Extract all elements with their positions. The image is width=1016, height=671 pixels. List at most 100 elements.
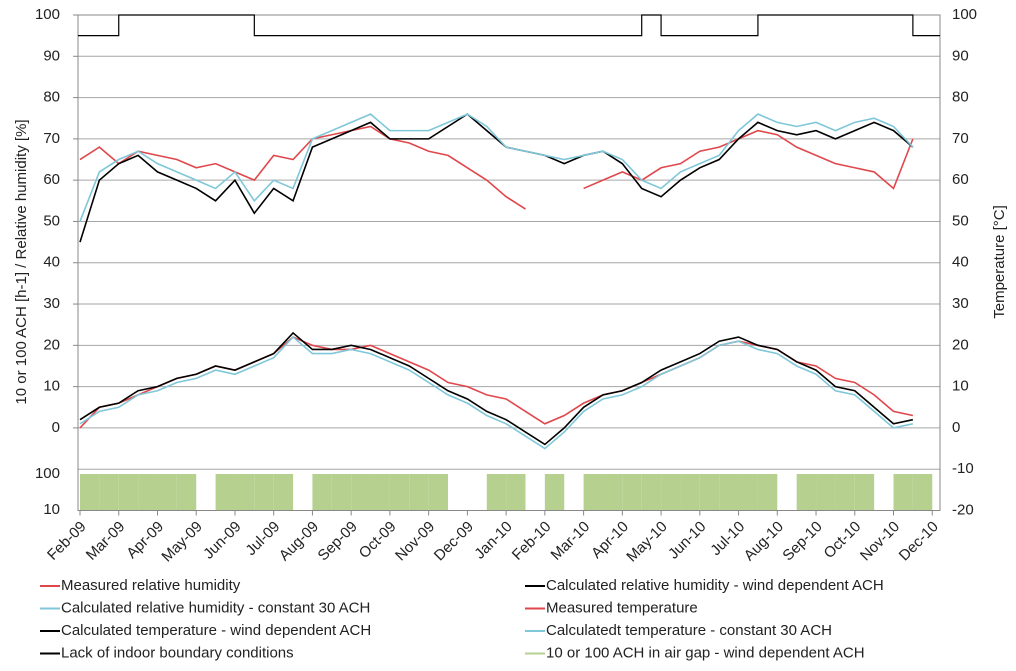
ach-bar	[370, 474, 390, 510]
x-tick-label: Feb-09	[44, 518, 90, 564]
y-tick-label: 60	[43, 171, 60, 188]
legend-label: Calculatedt temperature - constant 30 AC…	[546, 622, 832, 639]
ach-bar	[254, 474, 274, 510]
x-tick-label: Mar-09	[83, 518, 129, 564]
ach-bar	[351, 474, 371, 510]
series-line	[79, 331, 914, 446]
y-tick-label: 40	[43, 254, 60, 271]
ach-bar	[215, 474, 235, 510]
y2-tick-label: 100	[952, 6, 977, 23]
ach-bar	[389, 474, 410, 510]
x-tick-label: Sep-09	[315, 518, 361, 564]
x-tick-label: Sep-10	[779, 518, 825, 564]
y2-tick-label: -10	[952, 460, 974, 477]
ach-bar	[176, 474, 197, 510]
y-tick-label: 10	[43, 378, 60, 395]
y2-tick-label: 20	[952, 336, 969, 353]
y2-tick-label: -20	[952, 501, 974, 518]
x-tick-label: Feb-10	[509, 518, 555, 564]
ach-bar	[138, 474, 158, 510]
series-line	[79, 125, 526, 210]
ach-bar	[583, 474, 603, 510]
legend-label: Calculated temperature - wind dependent …	[61, 622, 371, 639]
ach-tick-label: 100	[35, 465, 60, 482]
series-step	[78, 14, 940, 37]
ach-bar	[428, 474, 449, 510]
ach-bar	[816, 474, 836, 510]
y-tick-label: 20	[43, 336, 60, 353]
series-line	[79, 336, 914, 429]
y-tick-label: 90	[43, 47, 60, 64]
ach-bar	[544, 474, 565, 510]
ach-bar	[757, 474, 778, 510]
ach-bar	[80, 474, 100, 510]
legend-label: Calculated relative humidity - constant …	[61, 599, 370, 616]
legend-label: Measured temperature	[546, 599, 698, 616]
plot-frame	[77, 14, 941, 511]
x-tick-label: Nov-10	[857, 518, 903, 564]
ach-bar	[641, 474, 662, 510]
ach-bar	[234, 474, 255, 510]
ach-bar	[602, 474, 623, 510]
legend-label: Lack of indoor boundary conditions	[61, 644, 294, 661]
ach-bar	[622, 474, 642, 510]
y2-tick-label: 0	[952, 419, 960, 436]
ach-bar	[118, 474, 139, 510]
legend-label: Measured relative humidity	[61, 577, 241, 594]
y-tick-label: 50	[43, 212, 60, 229]
x-tick-label: Jun-10	[665, 518, 709, 562]
legend-label: Calculated relative humidity - wind depe…	[546, 577, 884, 594]
y-tick-label: 100	[35, 6, 60, 23]
y-axis-title: 10 or 100 ACH [h-1] / Relative humidity …	[13, 119, 30, 404]
x-tick-label: May-10	[623, 518, 670, 565]
x-tick-label: Oct-09	[356, 518, 400, 562]
ach-bar	[506, 474, 526, 510]
ach-bar	[273, 474, 294, 510]
y2-tick-label: 10	[952, 378, 969, 395]
series-line	[79, 335, 914, 450]
y2-tick-label: 90	[952, 47, 969, 64]
ach-bar	[854, 474, 875, 510]
series-line	[79, 113, 914, 222]
ach-bar	[699, 474, 720, 510]
ach-bar	[719, 474, 739, 510]
ach-bar	[738, 474, 758, 510]
x-tick-label: Oct-10	[821, 518, 865, 562]
x-tick-label: Jan-10	[471, 518, 515, 562]
ach-bar	[835, 474, 855, 510]
legend-label: 10 or 100 ACH in air gap - wind dependen…	[546, 644, 865, 661]
y2-tick-label: 70	[952, 130, 969, 147]
ach-bar	[661, 474, 681, 510]
y-tick-label: 0	[52, 419, 60, 436]
y2-axis-title: Temperature [°C]	[991, 205, 1008, 319]
x-tick-label: Jun-09	[200, 518, 244, 562]
y2-tick-label: 40	[952, 254, 969, 271]
x-tick-label: Mar-10	[548, 518, 594, 564]
ach-bar	[409, 474, 429, 510]
ach-bar	[312, 474, 332, 510]
y2-tick-label: 80	[952, 89, 969, 106]
ach-bar	[893, 474, 913, 510]
ach-bar	[680, 474, 700, 510]
ach-bar	[486, 474, 507, 510]
x-tick-label: Aug-10	[741, 518, 787, 564]
x-tick-label: Dec-09	[431, 518, 477, 564]
y2-tick-label: 50	[952, 212, 969, 229]
x-tick-label: Aug-09	[276, 518, 322, 564]
ach-bar	[331, 474, 352, 510]
ach-tick-label: 10	[43, 501, 60, 518]
series-line	[79, 113, 914, 243]
y-tick-label: 70	[43, 130, 60, 147]
ach-bar	[99, 474, 119, 510]
ach-bar	[912, 474, 933, 510]
y2-tick-label: 60	[952, 171, 969, 188]
x-tick-label: Dec-10	[896, 518, 942, 564]
y-tick-label: 80	[43, 89, 60, 106]
x-tick-label: May-09	[158, 518, 205, 565]
y-tick-label: 30	[43, 295, 60, 312]
y2-tick-label: 30	[952, 295, 969, 312]
series-line	[583, 129, 914, 190]
ach-bar	[796, 474, 817, 510]
ach-bar	[157, 474, 177, 510]
